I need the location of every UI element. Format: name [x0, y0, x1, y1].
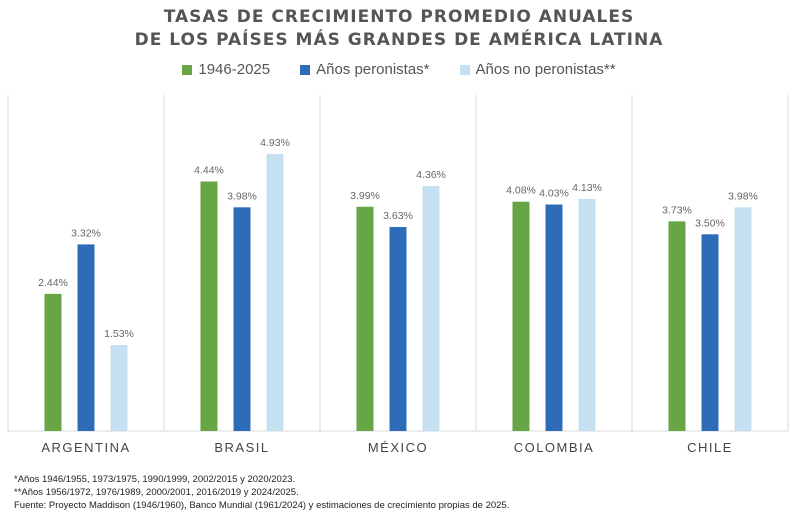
legend-item-peronistas: Años peronistas* — [300, 61, 430, 78]
x-tick-label: BRASIL — [214, 440, 269, 455]
data-label: 4.36% — [416, 169, 446, 181]
legend-swatch — [459, 64, 470, 75]
bar — [356, 206, 374, 431]
data-label: 3.63% — [383, 210, 413, 222]
data-label: 4.03% — [539, 188, 569, 200]
bar — [734, 207, 752, 431]
data-label: 1.53% — [104, 328, 134, 340]
legend-label: Años no peronistas** — [475, 61, 616, 78]
data-label: 4.44% — [194, 164, 224, 176]
bar — [200, 181, 218, 431]
data-label: 3.98% — [227, 190, 257, 202]
bar — [389, 226, 407, 431]
legend-label: 1946-2025 — [198, 61, 271, 78]
bar — [266, 153, 284, 431]
data-label: 4.08% — [506, 185, 536, 197]
x-tick-label: CHILE — [687, 440, 733, 455]
bar — [578, 198, 596, 431]
bar — [545, 204, 563, 431]
legend-item-no-peronistas: Años no peronistas** — [459, 61, 616, 78]
bar — [44, 293, 62, 431]
chart-title: TASAS DE CRECIMIENTO PROMEDIO ANUALES — [163, 7, 635, 27]
legend: 1946-2025 Años peronistas* Años no peron… — [0, 61, 798, 78]
data-label: 3.32% — [71, 227, 101, 239]
data-label: 3.99% — [350, 190, 380, 202]
data-label: 4.13% — [572, 182, 602, 194]
bar — [512, 201, 530, 431]
bar — [110, 345, 128, 431]
x-tick-label: COLOMBIA — [514, 440, 595, 455]
legend-label: Años peronistas* — [316, 61, 430, 78]
bar — [668, 221, 686, 431]
data-label: 4.93% — [260, 137, 290, 149]
data-label: 3.73% — [662, 204, 692, 216]
x-tick-label: ARGENTINA — [41, 440, 130, 455]
bar — [422, 185, 440, 431]
bar-chart: 2.44% 3.32% 1.53% ARGENTINA 4.44% 3.98% 4.93% B… — [7, 95, 789, 455]
footnote-peronist-years: *Años 1946/1955, 1973/1975, 1990/1999, 2… — [14, 474, 296, 485]
data-label: 2.44% — [38, 277, 68, 289]
data-label: 3.50% — [695, 217, 725, 229]
legend-item-1946-2025: 1946-2025 — [182, 61, 270, 78]
legend-swatch — [300, 64, 311, 75]
footnote-non-peronist-years: **Años 1956/1972, 1976/1989, 2000/2001, … — [14, 487, 299, 498]
data-label: 3.98% — [728, 190, 758, 202]
bar — [77, 244, 95, 431]
footnote-source: Fuente: Proyecto Maddison (1946/1960), B… — [14, 500, 510, 511]
legend-swatch — [182, 64, 193, 75]
x-tick-label: MÉXICO — [368, 440, 428, 455]
bar — [233, 207, 251, 431]
chart-subtitle: DE LOS PAÍSES MÁS GRANDES DE AMÉRICA LAT… — [134, 30, 664, 50]
bar — [701, 234, 719, 431]
